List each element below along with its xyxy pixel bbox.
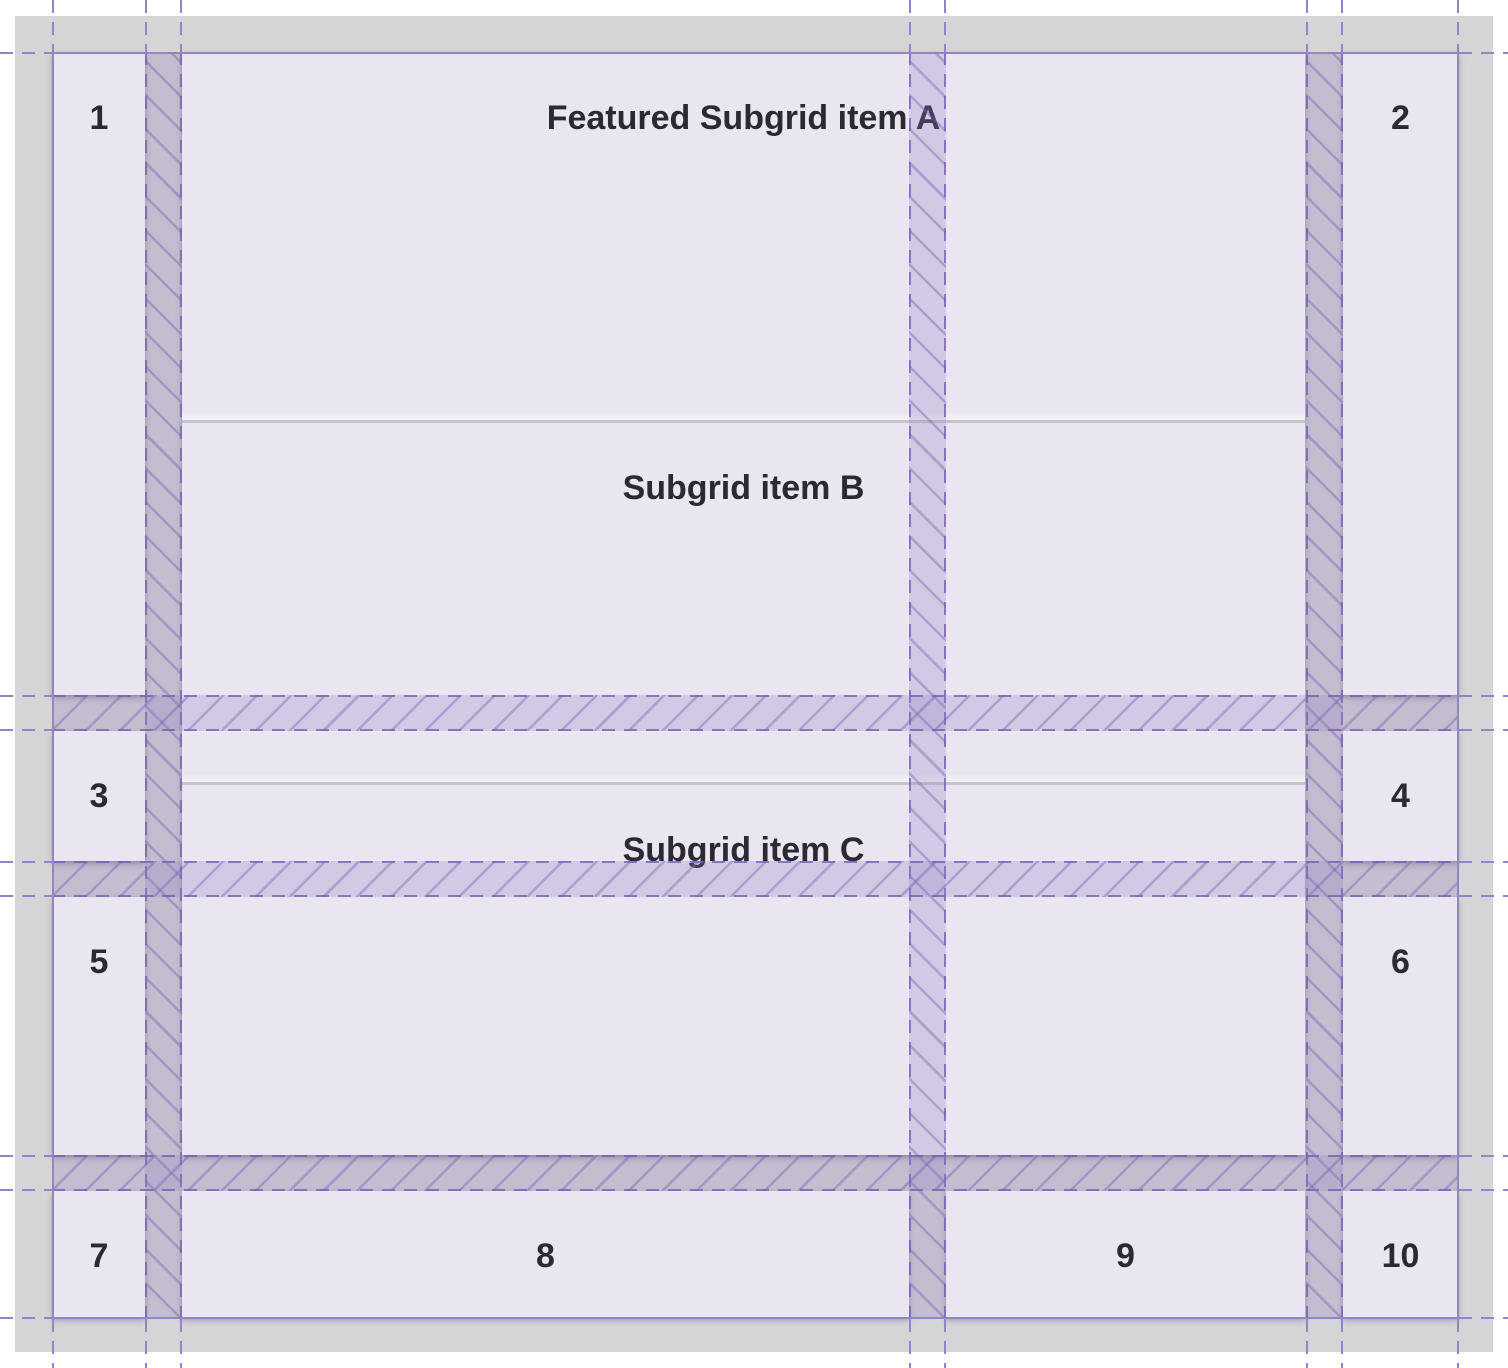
- grid-line-dashed-vertical: [145, 0, 147, 52]
- grid-line-dashed-vertical: [1306, 0, 1308, 52]
- column-gap-hatch-3: [1306, 52, 1343, 1318]
- row-gap-hatch-1: [52, 695, 1458, 731]
- grid-line-dashed-vertical: [909, 1319, 911, 1368]
- grid-line-dashed-horizontal: [0, 1155, 52, 1157]
- grid-line-dashed-horizontal: [1459, 1189, 1508, 1191]
- grid-line-dashed-vertical: [52, 0, 54, 52]
- grid-item-3-label: 3: [89, 777, 109, 815]
- grid-line-dashed-horizontal: [0, 1189, 52, 1191]
- grid-line-dashed-horizontal: [0, 695, 52, 697]
- grid-item-1: 1: [53, 53, 145, 695]
- grid-item-8-label: 8: [536, 1237, 555, 1275]
- grid-line-dashed-vertical: [1457, 0, 1459, 52]
- grid-line-dashed-vertical: [1306, 1319, 1308, 1368]
- grid-item-6: 6: [1343, 897, 1458, 1155]
- grid-item-7: 7: [53, 1191, 145, 1317]
- grid-line-dashed-horizontal: [1459, 52, 1508, 54]
- grid-item-2-label: 2: [1391, 99, 1410, 137]
- subgrid-item-a: Featured Subgrid item A: [182, 53, 1305, 420]
- grid-line-dashed-horizontal: [1459, 861, 1508, 863]
- row-gap-hatch-3: [52, 1155, 1458, 1191]
- grid-item-4: 4: [1343, 731, 1458, 861]
- grid-item-9-label: 9: [1116, 1237, 1135, 1275]
- grid-item-6-label: 6: [1391, 943, 1410, 981]
- grid-item-10-label: 10: [1381, 1237, 1420, 1275]
- grid-item-7-label: 7: [89, 1237, 109, 1275]
- grid-line-dashed-horizontal: [1459, 695, 1508, 697]
- grid-line-dashed-vertical: [1341, 0, 1343, 52]
- grid-line-dashed-horizontal: [0, 1317, 52, 1319]
- subgrid-item-a-label: Featured Subgrid item A: [546, 99, 941, 137]
- grid-line-dashed-vertical: [1457, 1319, 1459, 1368]
- grid-line-dashed-horizontal: [1459, 895, 1508, 897]
- grid-item-9: 9: [946, 1191, 1305, 1317]
- grid-item-3: 3: [53, 731, 145, 861]
- grid-line-dashed-horizontal: [0, 895, 52, 897]
- grid-line-dashed-vertical: [145, 1319, 147, 1368]
- grid-line-dashed-horizontal: [0, 52, 52, 54]
- grid-boundary-line-top: [52, 52, 1459, 54]
- subgrid-item-c-label: Subgrid item C: [622, 831, 865, 869]
- featured-subgrid-item: Featured Subgrid item A Subgrid item B S…: [182, 53, 1305, 1155]
- grid-item-10: 10: [1343, 1191, 1458, 1317]
- grid-line-dashed-vertical: [180, 0, 182, 52]
- grid-line-dashed-vertical: [52, 1319, 54, 1368]
- grid-item-8: 8: [182, 1191, 909, 1317]
- grid-item-1-label: 1: [89, 99, 109, 137]
- grid-line-dashed-horizontal: [0, 729, 52, 731]
- grid-item-4-label: 4: [1391, 777, 1410, 815]
- grid-item-5: 5: [53, 897, 145, 1155]
- grid-boundary-line-left: [52, 52, 54, 1319]
- grid-line-dashed-vertical: [180, 1319, 182, 1368]
- subgrid-item-c: Subgrid item C: [182, 782, 1305, 1155]
- grid-boundary-line-right: [1457, 52, 1459, 1319]
- grid-boundary-line-bottom: [52, 1317, 1459, 1319]
- grid-item-5-label: 5: [89, 943, 109, 981]
- grid-line-dashed-vertical: [909, 0, 911, 52]
- grid-line-dashed-horizontal: [0, 861, 52, 863]
- grid-line-dashed-horizontal: [1459, 729, 1508, 731]
- grid-item-2: 2: [1343, 53, 1458, 695]
- grid-line-dashed-horizontal: [1459, 1317, 1508, 1319]
- column-gap-hatch-2: [909, 52, 946, 1318]
- column-gap-hatch-1: [145, 52, 182, 1318]
- grid-line-dashed-vertical: [944, 1319, 946, 1368]
- row-gap-hatch-2: [52, 861, 1458, 897]
- subgrid-item-b-label: Subgrid item B: [622, 469, 865, 507]
- grid-line-dashed-vertical: [1341, 1319, 1343, 1368]
- grid-line-dashed-vertical: [944, 0, 946, 52]
- grid-line-dashed-horizontal: [1459, 1155, 1508, 1157]
